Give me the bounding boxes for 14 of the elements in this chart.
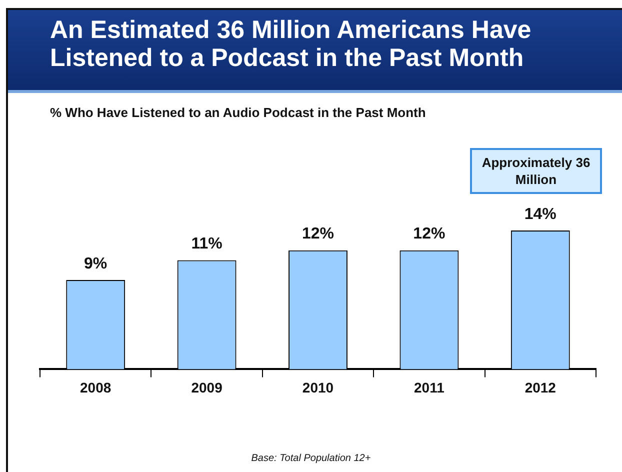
- x-tick-label: 2008: [80, 379, 112, 396]
- data-label: 14%: [524, 206, 556, 223]
- data-label: 12%: [302, 226, 334, 243]
- data-label: 12%: [413, 226, 446, 243]
- x-tick-label: 2009: [191, 379, 223, 396]
- data-label: 11%: [191, 236, 222, 253]
- text: Base: Total Population 12+: [250, 453, 372, 464]
- x-tick-label: 2010: [302, 379, 334, 396]
- chart-title: An Estimated 36 Million Americans Have Listened to a Podcast in the Past Month: [50, 16, 532, 72]
- x-tick-label: 2011: [414, 379, 445, 396]
- data-label: 9%: [84, 255, 108, 272]
- chart-subtitle: % Who Have Listened to an Audio Podcast in the Past Month: [50, 105, 426, 120]
- x-tick-label: 2012: [524, 379, 556, 396]
- text: Approximately 36 Million: [470, 148, 602, 194]
